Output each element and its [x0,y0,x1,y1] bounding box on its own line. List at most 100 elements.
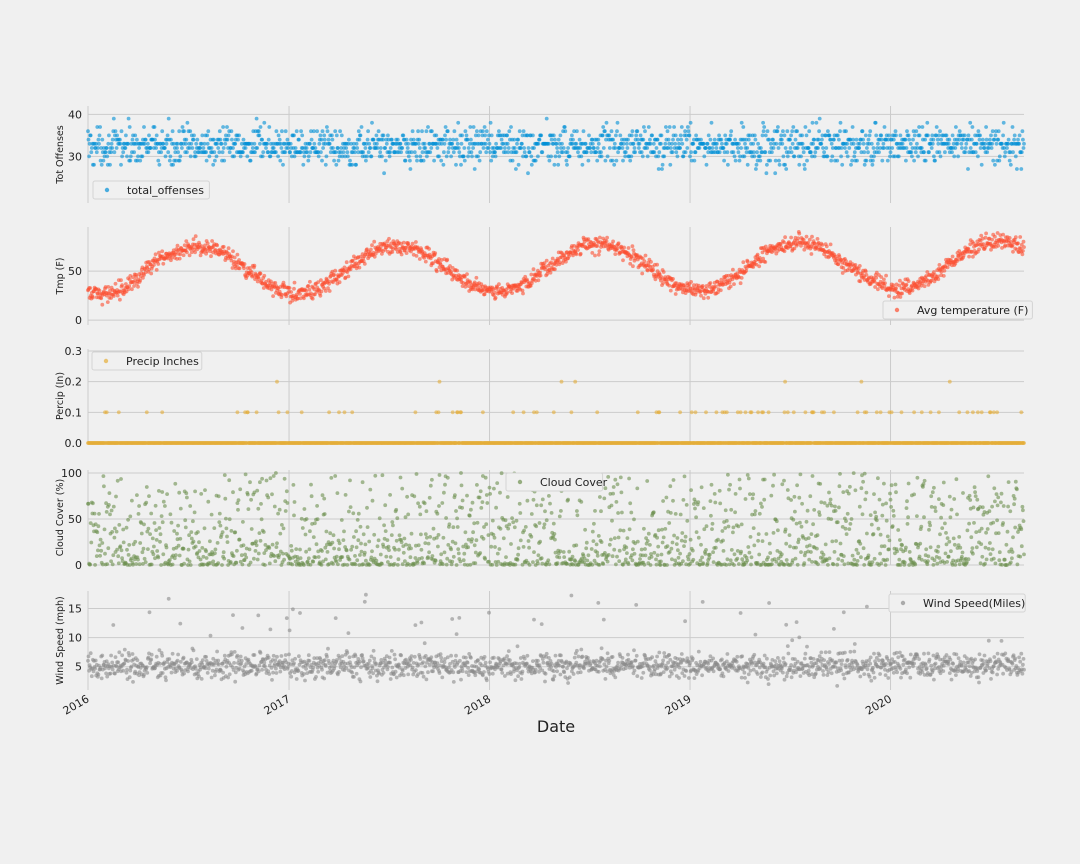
data-point [934,125,939,129]
data-point [676,137,680,142]
data-point [452,129,457,134]
data-point [982,146,987,150]
data-point [957,137,962,142]
data-point [889,410,894,415]
data-point [635,129,640,134]
data-point [398,141,403,146]
data-point [514,167,518,171]
data-point [997,158,1002,163]
y-axis-label: Percip (In) [55,372,66,420]
data-point [559,146,563,150]
data-point [190,146,195,150]
data-point [704,410,708,415]
data-point [810,120,815,125]
data-point [556,162,561,167]
data-point [706,295,711,300]
data-point [175,146,179,150]
legend-label: Avg temperature (F) [917,304,1028,317]
data-point [310,296,315,301]
data-point [424,129,429,134]
data-point [221,125,226,129]
data-point [775,129,780,134]
data-point [817,116,822,121]
data-point [241,150,245,155]
data-point [97,288,102,293]
data-point [261,150,266,155]
data-point [782,410,787,415]
data-point [694,133,698,138]
data-point [1010,125,1015,129]
data-point [966,167,970,171]
data-point [198,253,203,258]
data-point [254,410,259,415]
data-point [752,154,757,159]
data-point [463,129,468,134]
data-point [639,150,644,155]
data-point [156,158,161,163]
data-point [466,154,470,159]
data-point [368,146,373,150]
data-point [732,282,736,286]
data-point [177,158,182,163]
data-point [655,137,660,142]
data-point [266,137,271,142]
data-point [343,154,347,159]
data-point [319,289,324,294]
data-point [409,137,413,142]
data-point [128,158,133,163]
data-point [175,243,180,248]
data-point [566,146,570,150]
data-point [423,146,428,150]
data-point [112,150,117,155]
data-point [521,291,525,296]
data-point [531,267,536,271]
data-point [904,282,909,287]
data-point [191,237,196,242]
data-point [796,236,801,241]
data-point [414,154,419,159]
data-point [804,234,809,239]
data-point [142,141,147,146]
data-point [140,154,145,159]
data-point [613,146,618,150]
data-point [493,150,497,155]
data-point [916,154,920,159]
data-point [193,150,198,155]
data-point [757,154,762,159]
data-point [836,262,841,267]
data-point [929,146,934,150]
data-point [739,146,743,150]
data-point [308,279,312,284]
data-point [883,281,887,285]
data-point [916,286,921,291]
data-point [1017,141,1021,146]
data-point [932,154,936,159]
data-point [963,146,968,150]
data-point [763,133,768,138]
data-point [332,272,336,277]
data-point [505,290,509,295]
data-point [884,273,888,278]
data-point [675,154,680,159]
data-point [736,150,741,155]
data-point [1021,146,1026,150]
data-point [616,150,620,155]
data-point [757,264,762,269]
y-tick-label: 0.1 [65,406,83,419]
data-point [656,167,661,171]
data-point [160,129,165,134]
data-point [857,141,862,146]
data-point [673,141,678,146]
data-point [109,296,113,300]
data-point [118,297,122,302]
data-point [745,259,750,264]
data-point [375,146,380,150]
data-point [237,133,242,138]
data-point [783,146,788,150]
data-point [556,137,561,142]
data-point [148,146,153,150]
data-point [105,300,110,304]
data-point [876,141,880,146]
data-point [304,146,309,150]
